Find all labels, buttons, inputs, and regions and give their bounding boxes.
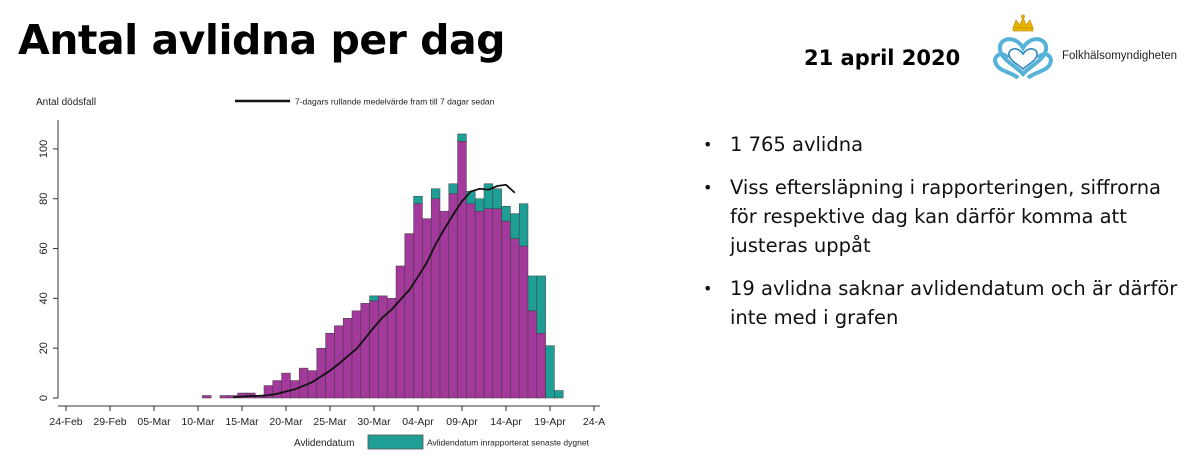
bullet-text: 1 765 avlidna: [730, 133, 864, 156]
bar-inrapporterat: [466, 191, 476, 204]
x-tick-label: 24-Feb: [49, 416, 82, 428]
bullet-item: • 1 765 avlidna: [703, 130, 1183, 159]
x-tick-label: 05-Mar: [137, 416, 171, 428]
x-tick-label: 25-Mar: [313, 416, 347, 428]
bar-inrapporterat: [510, 213, 520, 239]
y-tick-label: 0: [38, 395, 50, 401]
y-tick-label: 40: [38, 292, 50, 304]
bullet-dot-icon: •: [703, 178, 713, 197]
bar-avlidendatum: [474, 210, 485, 399]
deaths-per-day-chart: Antal dödsfall 7-dagars rullande medelvä…: [36, 97, 605, 450]
bars-group: [202, 133, 564, 399]
bar-inrapporterat: [413, 195, 423, 204]
x-tick-label: 24-A: [583, 416, 605, 428]
y-tick-label: 60: [38, 242, 50, 254]
bullet-item: • Viss eftersläpning i rapporteringen, si…: [703, 173, 1183, 260]
y-tick-label: 80: [38, 193, 50, 205]
bullet-dot-icon: •: [703, 279, 713, 298]
bar-avlidendatum: [378, 295, 388, 399]
bar-inrapporterat: [554, 390, 564, 399]
x-tick-label: 09-Apr: [446, 416, 478, 428]
bar-avlidendatum: [527, 310, 538, 399]
bar-avlidendatum: [501, 220, 511, 399]
bar-inrapporterat: [527, 275, 538, 312]
bar-avlidendatum: [325, 332, 335, 399]
bar-avlidendatum: [483, 208, 494, 399]
legend-teal-label: Avlidendatum inrapporterat senaste dygne…: [427, 438, 590, 448]
bar-avlidendatum: [448, 193, 458, 399]
y-tick-label: 20: [38, 342, 50, 354]
bar-avlidendatum: [202, 395, 212, 399]
x-tick-label: 30-Mar: [357, 416, 391, 428]
slide-title: Antal avlidna per dag: [18, 16, 506, 64]
bar-inrapporterat: [430, 188, 441, 199]
bar-inrapporterat: [492, 188, 502, 209]
x-tick-label: 10-Mar: [181, 416, 215, 428]
bar-avlidendatum: [272, 380, 282, 399]
bar-avlidendatum: [430, 198, 441, 399]
bar-avlidendatum: [413, 203, 423, 399]
bar-avlidendatum: [492, 208, 502, 399]
bar-avlidendatum: [510, 238, 520, 399]
x-tick-label: 15-Mar: [225, 416, 259, 428]
bar-inrapporterat: [518, 203, 529, 247]
bar-avlidendatum: [466, 203, 476, 399]
y-tick-label: 100: [38, 140, 50, 158]
legend-teal-swatch: [367, 434, 424, 450]
bar-inrapporterat: [457, 133, 467, 142]
x-tick-label: 04-Apr: [402, 416, 434, 428]
x-tick-label: 19-Apr: [534, 416, 566, 428]
bar-avlidendatum: [281, 372, 291, 399]
bullet-list: • 1 765 avlidna • Viss eftersläpning i rap…: [703, 130, 1183, 346]
bar-inrapporterat: [369, 295, 379, 302]
bullet-item: • 19 avlidna saknar avlidendatum och är d…: [703, 274, 1183, 332]
slide-date: 21 april 2020: [804, 46, 961, 70]
axes-group: 0 20 40 60 80 100 24-Feb 29-Feb 05-Mar 10-Mar 15-M…: [38, 120, 605, 428]
bar-inrapporterat: [545, 345, 555, 399]
x-axis-label: Avlidendatum: [294, 438, 354, 449]
bar-avlidendatum: [439, 210, 450, 399]
bar-avlidendatum: [395, 265, 406, 399]
bar-inrapporterat: [448, 183, 458, 194]
bar-inrapporterat: [536, 275, 546, 334]
bar-avlidendatum: [518, 245, 529, 399]
x-tick-label: 14-Apr: [490, 416, 522, 428]
organization-name: Folkhälsomyndigheten: [1062, 50, 1178, 62]
bullet-text: Viss eftersläpning i rapporteringen, sif…: [730, 176, 1162, 257]
y-axis-label: Antal dödsfall: [36, 97, 96, 108]
bar-avlidendatum: [404, 233, 414, 399]
bullet-dot-icon: •: [703, 135, 713, 154]
x-tick-label: 20-Mar: [269, 416, 303, 428]
bullet-text: 19 avlidna saknar avlidendatum och är dä…: [730, 277, 1178, 329]
bar-avlidendatum: [219, 395, 230, 399]
bar-avlidendatum: [457, 141, 467, 399]
x-tick-label: 29-Feb: [93, 416, 126, 428]
bar-avlidendatum: [536, 332, 546, 399]
bar-avlidendatum: [298, 367, 309, 399]
bar-inrapporterat: [474, 198, 485, 212]
bar-inrapporterat: [501, 205, 511, 222]
bar-avlidendatum: [369, 300, 379, 399]
legend-rolling-average-label: 7-dagars rullande medelvärde fram till 7…: [295, 97, 495, 107]
crown-heart-logo-icon: [993, 14, 1053, 80]
rolling-average-line: [233, 183, 516, 399]
bar-avlidendatum: [351, 310, 362, 399]
bar-avlidendatum: [316, 347, 326, 399]
bar-avlidendatum: [422, 218, 432, 399]
bar-avlidendatum: [360, 303, 370, 399]
